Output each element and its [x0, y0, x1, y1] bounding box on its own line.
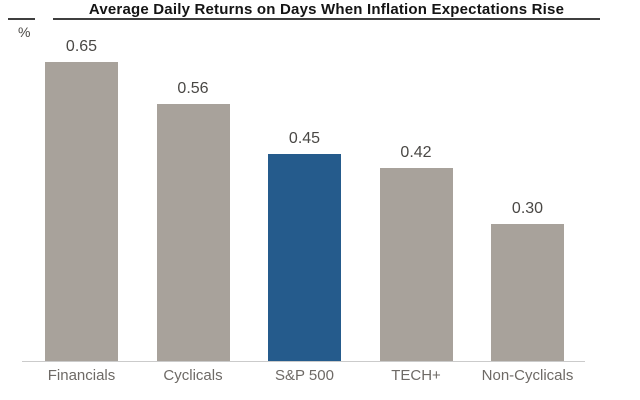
- chart-title: Average Daily Returns on Days When Infla…: [88, 1, 565, 18]
- bar-non-cyclicals: [491, 224, 564, 362]
- value-label-s-p-500: 0.45: [288, 130, 321, 147]
- value-label-non-cyclicals: 0.30: [511, 200, 544, 217]
- value-label-financials: 0.65: [65, 38, 98, 55]
- category-label-tech: TECH+: [391, 367, 441, 384]
- y-axis-unit-label: %: [18, 24, 31, 40]
- value-label-tech: 0.42: [400, 144, 432, 161]
- value-label-cyclicals: 0.56: [177, 80, 209, 97]
- x-axis-baseline: [22, 361, 585, 362]
- title-underline-rule: [53, 18, 600, 20]
- bar-tech: [379, 168, 453, 362]
- category-label-s-p-500: S&P 500: [275, 367, 334, 384]
- category-label-cyclicals: Cyclicals: [163, 367, 223, 384]
- bar-s-p-500: [268, 154, 341, 362]
- bar-cyclicals: [156, 104, 230, 362]
- unit-label-rule: [8, 18, 35, 20]
- category-label-financials: Financials: [47, 367, 116, 384]
- category-label-non-cyclicals: Non-Cyclicals: [481, 367, 574, 384]
- bar-financials: [45, 62, 118, 362]
